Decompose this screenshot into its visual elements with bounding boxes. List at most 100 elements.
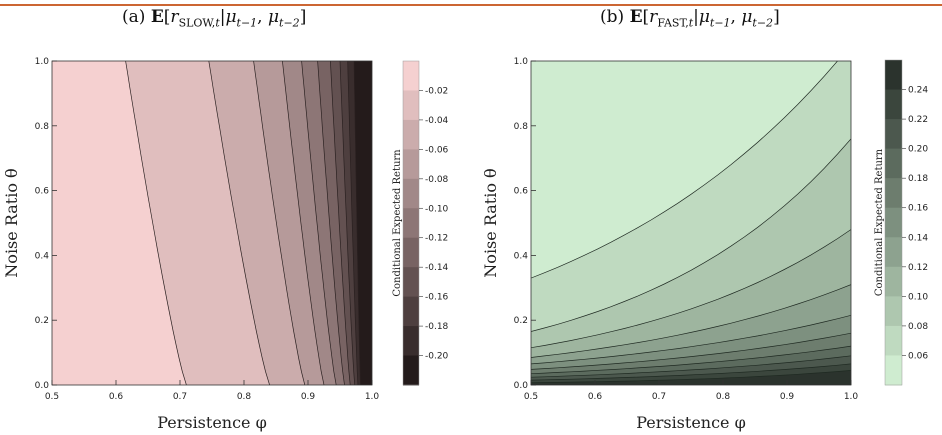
contour-band — [531, 370, 851, 385]
x-tick-label: 1.0 — [365, 392, 380, 402]
colorbar-swatch — [885, 237, 902, 268]
y-tick-label: 0.6 — [514, 187, 529, 197]
y-tick-label: 0.6 — [35, 187, 50, 197]
contour-line — [253, 60, 306, 386]
colorbar-swatch — [403, 296, 419, 327]
colorbar-tick-label: -0.20 — [425, 352, 449, 362]
contour-line — [330, 60, 351, 386]
x-tick-label: 1.0 — [844, 392, 859, 402]
colorbar-swatch — [885, 178, 902, 209]
contour-line — [339, 60, 356, 386]
y-tick-label: 0.0 — [35, 381, 50, 391]
colorbar-tick-label: 0.12 — [908, 263, 928, 273]
colorbar-swatch — [885, 207, 902, 238]
colorbar-tick-label: -0.02 — [425, 86, 448, 96]
plot-frame — [530, 60, 852, 386]
y-tick-label: 0.2 — [35, 316, 49, 326]
colorbar-tick-label: -0.04 — [425, 116, 449, 126]
x-tick-label: 0.9 — [780, 392, 795, 402]
colorbar-swatch — [885, 266, 902, 297]
x-tick-label: 0.5 — [524, 392, 538, 402]
colorbar-swatch — [403, 119, 419, 150]
contour-line — [531, 229, 851, 349]
y-tick-label: 1.0 — [35, 57, 50, 67]
colorbar-swatch — [403, 237, 419, 268]
plot-frame — [51, 60, 373, 386]
contour-line — [353, 60, 361, 386]
colorbar-swatch — [885, 148, 902, 179]
x-tick-label: 0.9 — [301, 392, 316, 402]
contour-line — [347, 60, 359, 386]
y-tick-label: 0.2 — [514, 316, 528, 326]
colorbar-swatch — [403, 355, 419, 386]
colorbar-swatch — [885, 355, 902, 386]
colorbar-swatch — [885, 325, 902, 356]
contour-line — [531, 332, 851, 370]
contour-line — [531, 314, 851, 365]
colorbar-tick-label: 0.18 — [908, 174, 928, 184]
x-tick-label: 0.6 — [109, 392, 124, 402]
y-tick-label: 1.0 — [514, 57, 529, 67]
contour-line — [531, 363, 851, 381]
colorbar-swatch — [885, 60, 902, 91]
y-tick-label: 0.4 — [35, 251, 50, 261]
x-tick-label: 0.5 — [45, 392, 59, 402]
x-tick-label: 0.6 — [588, 392, 603, 402]
y-tick-label: 0.4 — [514, 251, 529, 261]
colorbar-swatch — [885, 296, 902, 327]
colorbar-tick-label: -0.18 — [425, 322, 449, 332]
contour-line — [301, 60, 337, 386]
panel-b-chart: 0.5 0.6 0.7 0.8 0.9 1.0 0.0 0.2 0.4 0.6 0.8 1.0 Pers… — [481, 57, 928, 432]
colorbar-tick-label: 0.22 — [908, 115, 928, 125]
colorbar-tick-label: -0.08 — [425, 175, 449, 185]
contour-line — [317, 60, 345, 386]
colorbar-tick-label: 0.20 — [908, 145, 928, 155]
contour-line — [531, 345, 851, 375]
colorbar-swatch — [403, 208, 419, 239]
contour-band — [52, 61, 187, 385]
colorbar-swatch — [885, 119, 902, 150]
colorbar-tick-label: 0.16 — [908, 204, 928, 214]
contour-line — [531, 61, 838, 279]
colorbar-swatch — [403, 326, 419, 357]
contour-group — [531, 61, 851, 385]
panel-a-title: (a) E[rSLOW,t|μt−1, μt−2] — [122, 7, 307, 30]
contour-line — [531, 370, 851, 384]
colorbar-swatch — [403, 61, 419, 91]
colorbar-swatch — [403, 149, 419, 180]
contour-line — [531, 138, 851, 332]
colorbar-tick-label: -0.12 — [425, 234, 448, 244]
colorbar-tick-label: 0.24 — [908, 86, 928, 96]
contour-line — [208, 60, 270, 386]
colorbar-swatch — [403, 178, 419, 209]
panel-b-title: (b) E[rFAST,t|μt−1, μt−2] — [600, 7, 780, 30]
colorbar-tick-label: 0.14 — [908, 233, 928, 243]
colorbar-swatch — [885, 89, 902, 120]
colorbar-tick-label: -0.06 — [425, 145, 449, 155]
y-axis-label: Noise Ratio θ — [481, 168, 500, 277]
y-tick-label: 0.8 — [514, 122, 529, 132]
y-axis-label: Noise Ratio θ — [2, 168, 21, 277]
colorbar-label: Conditional Expected Return — [392, 149, 403, 297]
top-rule — [0, 4, 942, 6]
colorbar-frame — [884, 59, 903, 386]
y-tick-label: 0.8 — [35, 122, 50, 132]
x-tick-label: 0.7 — [652, 392, 666, 402]
colorbar-swatch — [403, 267, 419, 298]
contour-line — [531, 284, 851, 358]
x-axis-label: Persistence φ — [636, 413, 746, 432]
colorbar-tick-label: 0.06 — [908, 351, 928, 361]
colorbar-frame — [402, 60, 420, 386]
contour-line — [125, 60, 187, 386]
x-tick-label: 0.8 — [716, 392, 731, 402]
x-tick-label: 0.8 — [237, 392, 252, 402]
colorbar-tick-label: -0.10 — [425, 204, 449, 214]
y-tick-label: 0.0 — [514, 381, 529, 391]
x-axis-label: Persistence φ — [157, 413, 267, 432]
colorbar-swatch — [403, 90, 419, 121]
colorbar-tick-label: -0.14 — [425, 263, 449, 273]
x-tick-label: 0.7 — [173, 392, 187, 402]
colorbar-label: Conditional Expected Return — [874, 148, 885, 296]
colorbar-tick-label: 0.08 — [908, 322, 928, 332]
